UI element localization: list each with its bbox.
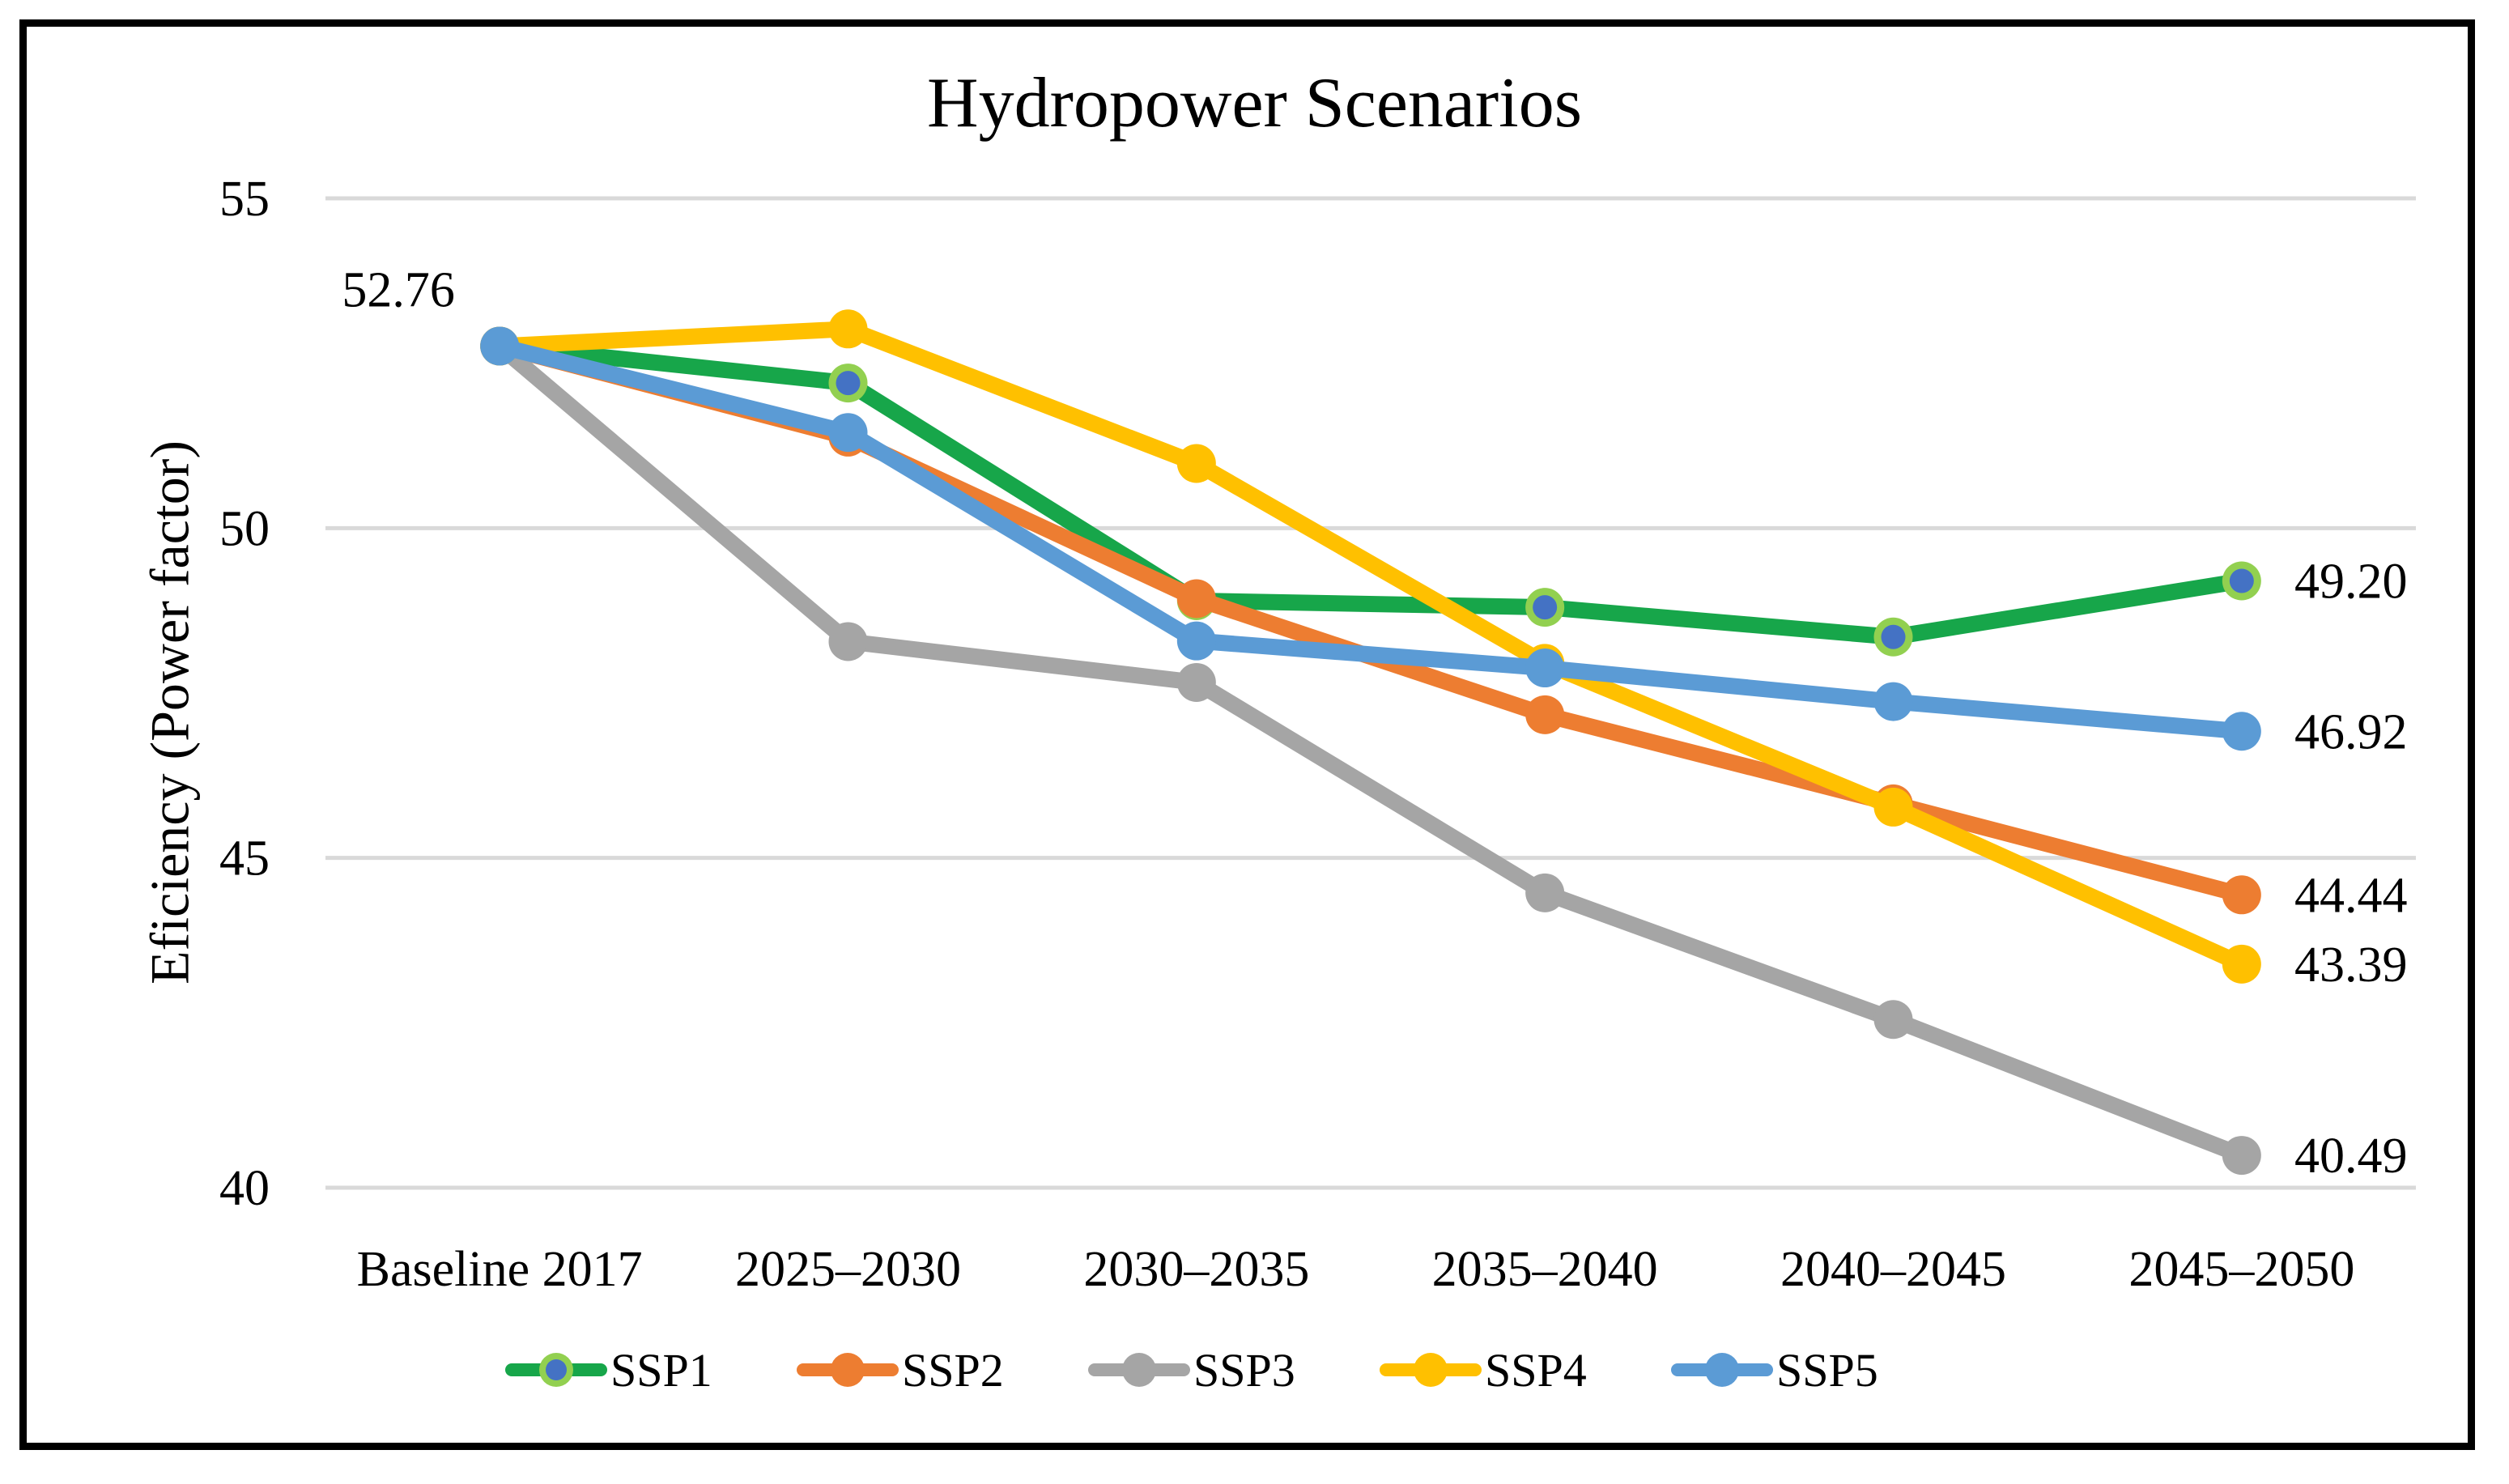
legend-label-ssp4: SSP4 (1485, 1344, 1587, 1397)
series-line-ssp1 (491, 338, 2250, 645)
data-point-marker-core-ssp1 (1533, 595, 1558, 620)
data-point-marker-ssp5 (1525, 648, 1565, 688)
end-data-label-ssp1: 49.20 (2294, 555, 2408, 610)
legend-marker-core-ssp1 (546, 1359, 567, 1380)
start-data-label: 52.76 (342, 262, 455, 317)
data-point-marker-core-ssp1 (836, 371, 861, 396)
chart-title: Hydropower Scenarios (927, 64, 1582, 142)
data-point-marker-ssp5 (1176, 621, 1216, 661)
data-point-marker-ssp4 (1873, 787, 1913, 827)
data-point-marker-core-ssp1 (1881, 624, 1906, 649)
x-category-label: Baseline 2017 (357, 1242, 643, 1297)
y-tick-label: 40 (219, 1161, 270, 1216)
data-point-marker-ssp4 (1176, 444, 1216, 483)
legend-item-ssp2: SSP2 (797, 1344, 1004, 1397)
legend-marker-ssp3 (1122, 1353, 1156, 1387)
data-point-marker-ssp4 (828, 309, 868, 349)
legend-item-ssp4: SSP4 (1380, 1344, 1587, 1397)
data-point-marker-core-ssp1 (2229, 568, 2254, 593)
end-data-label-ssp3: 40.49 (2294, 1129, 2408, 1184)
legend-marker-ssp5 (1705, 1353, 1739, 1387)
series-line-ssp5 (491, 338, 2250, 740)
data-point-marker-ssp3 (1525, 873, 1565, 912)
data-point-marker-ssp2 (1525, 695, 1565, 734)
x-category-label: 2025–2030 (735, 1242, 961, 1297)
legend-label-ssp3: SSP3 (1193, 1344, 1295, 1397)
data-point-marker-ssp2 (2222, 875, 2261, 915)
legend-item-ssp1: SSP1 (505, 1344, 712, 1397)
data-point-marker-ssp3 (828, 622, 868, 661)
legend-marker-ssp2 (831, 1353, 865, 1387)
y-tick-label: 45 (219, 831, 270, 887)
data-point-marker-ssp3 (2222, 1136, 2261, 1176)
y-tick-label: 55 (219, 172, 270, 227)
legend-marker-ssp4 (1414, 1353, 1448, 1387)
series-line-ssp4 (491, 321, 2250, 972)
data-point-marker-ssp3 (1176, 662, 1216, 702)
end-data-label-ssp4: 43.39 (2294, 938, 2408, 993)
end-data-label-ssp5: 46.92 (2294, 704, 2408, 759)
data-point-marker-ssp5 (828, 413, 868, 453)
data-point-marker-ssp3 (1873, 1000, 1913, 1040)
y-tick-label: 50 (219, 501, 270, 556)
legend-item-ssp3: SSP3 (1088, 1344, 1295, 1397)
data-point-marker-ssp2 (1176, 579, 1216, 619)
data-point-marker-ssp5 (2222, 712, 2261, 751)
legend: SSP1 SSP2 SSP3 SSP4 SSP5 (505, 1344, 1878, 1397)
data-point-marker-ssp5 (1873, 682, 1913, 721)
legend-label-ssp5: SSP5 (1776, 1344, 1878, 1397)
series-line-ssp3 (491, 338, 2250, 1164)
data-point-marker-ssp4 (2222, 944, 2261, 984)
legend-item-ssp5: SSP5 (1671, 1344, 1878, 1397)
legend-label-ssp2: SSP2 (902, 1344, 1004, 1397)
legend-label-ssp1: SSP1 (610, 1344, 712, 1397)
end-data-label-ssp2: 44.44 (2294, 868, 2408, 923)
x-category-label: 2030–2035 (1083, 1242, 1309, 1297)
data-point-marker-ssp5 (480, 326, 520, 366)
x-category-label: 2040–2045 (1780, 1242, 2006, 1297)
x-category-label: 2045–2050 (2128, 1242, 2354, 1297)
y-axis-title: Eficiency (Power factor) (138, 440, 201, 985)
x-category-label: 2035–2040 (1432, 1242, 1658, 1297)
